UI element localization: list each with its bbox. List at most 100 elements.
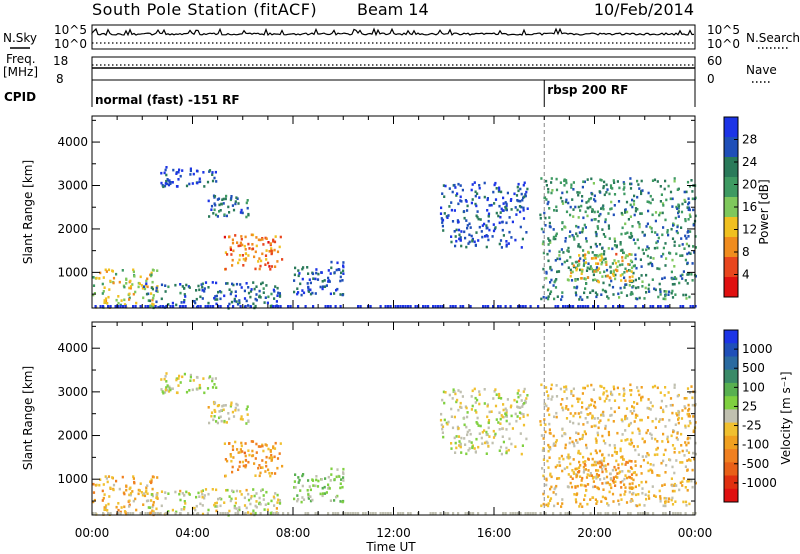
vel-cell-6 [519,394,522,397]
vel-cell-7 [690,385,693,388]
vel-cell-6 [492,429,495,433]
power-cell-7 [651,179,655,182]
vel-ground-cell [272,512,275,515]
vel-cell-0 [145,486,148,489]
power-cell-8 [598,253,601,257]
power-ground-cell [587,305,590,308]
power-cell-4 [183,299,186,302]
vel-cell-7 [686,459,689,462]
power-ground-cell [232,305,235,308]
power-cell-7 [624,222,627,226]
vel-cell-7 [666,437,669,441]
vel-cell-6 [458,444,461,447]
power-cell-5 [315,271,318,275]
power-cell-7 [659,211,662,215]
vel-cell-4 [215,501,218,505]
vel-cell-7 [581,505,584,508]
vel-cell-6 [476,398,479,402]
power-ground-cell [134,305,137,308]
vel-cell-7 [599,419,602,422]
vel-cell-7 [684,424,687,428]
vel-cell-7 [555,411,558,415]
power-cell-1 [202,171,205,174]
power-cell-4 [247,304,250,307]
power-cell-3 [273,240,277,244]
vel-ground-cell [387,512,390,515]
power-cell-7 [633,213,636,217]
power-cell-4 [201,286,204,289]
vel-cell-7 [552,442,555,445]
power-cell-7 [619,286,622,290]
vel-cell-6 [501,435,504,438]
vel-cell-8 [598,461,601,465]
power-cell-2 [223,213,226,216]
vel-cell-7 [579,452,582,455]
vel-cell-6 [524,399,527,403]
vel-cell-7 [574,498,577,501]
power-cell-5 [338,268,341,272]
power-cell-7 [647,247,650,250]
vel-cell-7 [640,398,643,402]
power-cell-7 [650,227,653,230]
vel-ground-cell [457,512,460,515]
power-cell-7 [628,235,631,239]
vel-cell-6 [478,393,481,396]
power-cell-1 [163,184,167,188]
power-cell-7 [609,184,613,187]
vel-cell-6 [483,402,486,405]
power-cell-6 [504,201,507,204]
power-cell-4 [236,303,240,306]
vel-cell-5 [297,481,300,484]
power-cell-7 [691,190,694,193]
power-cell-3 [267,261,270,265]
power-cell-7 [594,242,597,246]
power-cell-8 [595,262,598,265]
vel-cell-4 [183,500,186,503]
power-cell-0 [146,285,149,289]
vel-cell-4 [185,490,188,494]
power-cell-6 [502,202,505,205]
vel-cell-7 [585,407,588,411]
power-cell-7 [595,234,598,238]
power-ground-cell [557,305,560,308]
vel-cell-1 [165,380,168,383]
vel-cell-7 [643,504,646,507]
vel-cell-3 [239,448,242,451]
power-cell-7 [547,288,550,292]
vel-cell-7 [638,484,641,487]
power-ground-cell [422,305,425,308]
power-cell-0 [129,279,132,283]
power-cell-8 [614,261,617,265]
power-ground-cell [114,305,117,308]
vel-cell-2 [246,413,249,416]
power-cell-7 [645,273,648,277]
power-ground-cell [357,305,360,308]
power-cell-7 [621,263,624,266]
power-cell-7 [623,271,626,274]
vel-ground-cell [432,512,435,515]
vel-cell-7 [666,435,669,439]
power-cell-7 [608,283,611,287]
power-cell-7 [670,270,673,274]
vel-cell-7 [576,397,579,401]
vel-cell-1 [177,384,180,387]
vel-ground-cell [219,512,222,515]
vel-cell-7 [550,398,553,401]
power-cell-7 [637,246,640,250]
power-ground-cell [619,305,622,308]
vel-cell-7 [542,458,545,461]
vel-cell-3 [273,455,276,459]
power-cell-5 [301,277,304,281]
vel-cell-6 [455,435,458,438]
power-cell-8 [572,264,575,267]
vel-cell-4 [180,508,183,511]
power-cell-7 [621,248,624,252]
vel-cell-6 [508,422,511,426]
vel-cell-7 [604,481,607,485]
vel-cell-4 [167,510,170,513]
power-cell-6 [479,218,482,221]
power-cell-1 [185,184,189,188]
vel-cbar-swatch [724,343,738,357]
vel-cell-7 [595,451,598,455]
vel-cell-5 [327,483,330,487]
